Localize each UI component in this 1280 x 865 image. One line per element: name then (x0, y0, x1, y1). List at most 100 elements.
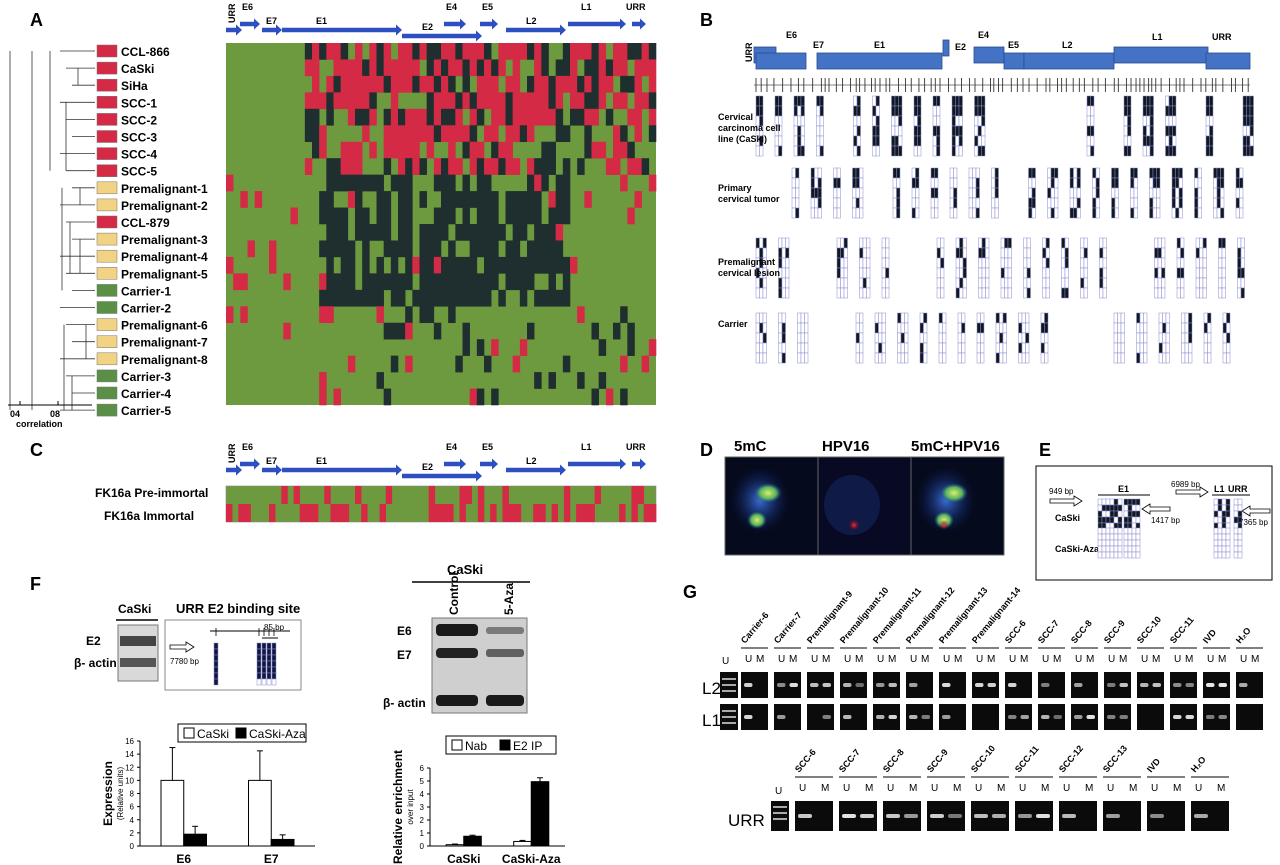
genome-label-l1: L1 (581, 2, 592, 12)
heatmap-cell (433, 240, 442, 258)
b-label-e6: E6 (786, 30, 797, 40)
f-site-cell (213, 654, 219, 662)
heatmap-cell (548, 224, 556, 241)
f-blot1-header: CaSki (118, 602, 151, 616)
heatmap-cell (476, 240, 485, 258)
b-cpg-cell (1213, 187, 1218, 199)
sample-label-scc-4: SCC-4 (121, 148, 157, 162)
b-cpg-cell (913, 95, 918, 107)
g-top-lane-u: U (811, 654, 818, 665)
b-cpg-cell (1025, 352, 1030, 364)
heatmap-cell (376, 207, 384, 225)
genome-label-e4: E4 (446, 442, 457, 452)
b-cpg-cell (1113, 312, 1118, 324)
heatmap-cell (498, 289, 506, 307)
b-cpg-cell (855, 177, 860, 189)
b-cpg-cell (836, 287, 841, 299)
b-cpg-cell (911, 177, 916, 189)
heatmap-cell (577, 43, 585, 60)
heatmap-cell (598, 339, 607, 356)
b-cpg-cell (797, 145, 802, 157)
b-cpg-cell (1218, 287, 1223, 299)
heatmap-cell (484, 43, 492, 60)
heatmap-cell (355, 158, 363, 175)
g-bottom-lane-m: M (1217, 783, 1225, 794)
swatch-carcinoma (96, 130, 118, 143)
sample-label-scc-3: SCC-3 (121, 131, 157, 145)
heatmap-cell (347, 355, 356, 373)
b-cpg-cell (1178, 197, 1183, 209)
heatmap-cell (326, 224, 334, 241)
b-cpg-cell (959, 277, 964, 289)
b-cpg-cell (1073, 207, 1078, 219)
heatmap-cell (512, 158, 521, 175)
b-cpg-cell (938, 312, 943, 324)
heatmap-cell (347, 59, 356, 77)
e-cpg-cell (1101, 539, 1107, 547)
f-site-cell (266, 648, 272, 656)
e-cpg-cell (1135, 545, 1141, 553)
b-cpg-cell (897, 342, 902, 354)
b-cpg-cell (1143, 312, 1148, 324)
b-cpg-cell (932, 135, 937, 147)
g-bottom-sample-h2o: H₂O (1189, 754, 1208, 774)
f-blot2-band-actin: β- actin (383, 696, 426, 710)
heatmap-cell (484, 224, 492, 241)
heatmap-cell (534, 174, 542, 192)
g-top-sample-scc-9: SCC-9 (1102, 618, 1127, 645)
b-cpg-cell (1095, 197, 1100, 209)
b-cpg-cell (755, 105, 760, 117)
panel-d-letter: D (700, 440, 713, 460)
heatmap-cell (433, 108, 442, 126)
e-cpg-cell (1101, 510, 1107, 518)
c-cell-immortal (361, 504, 368, 522)
e-cpg-cell (1109, 504, 1115, 512)
c-cell-pre (293, 486, 301, 504)
heatmap-cell (426, 289, 435, 307)
b-cpg-cell (875, 125, 880, 137)
b-cpg-cell (1194, 197, 1199, 209)
b-cpg-cell (1221, 267, 1226, 279)
b-cpg-cell (853, 145, 858, 157)
b-cpg-cell (1165, 95, 1170, 107)
b-cpg-cell (894, 105, 899, 117)
b-cpg-cell (896, 167, 901, 179)
heatmap-cell (405, 125, 413, 143)
b-cpg-cell (981, 267, 986, 279)
b-cpg-cell (1240, 287, 1245, 299)
e-cpg-cell (1213, 527, 1219, 535)
heatmap-cell (312, 108, 320, 126)
b-cpg-cell (1162, 342, 1167, 354)
heatmap-cell (527, 191, 535, 208)
heatmap-cell (620, 125, 628, 143)
b-cpg-cell (781, 352, 786, 364)
e-cpg-cell (1113, 498, 1119, 506)
e-pos-1417: 1417 bp (1151, 516, 1180, 525)
b-cpg-cell (891, 135, 896, 147)
f-site-cell (261, 660, 267, 668)
heatmap-cell (455, 191, 463, 208)
b-cpg-cell (1080, 267, 1085, 279)
heatmap-cell (419, 256, 427, 274)
e-cpg-cell (1131, 539, 1137, 547)
chart2-tick-label: 0 (420, 842, 425, 851)
heatmap-cell (634, 75, 642, 93)
chart2-bar-nab (445, 844, 465, 847)
b-cpg-cell (1023, 267, 1028, 279)
b-cpg-cell (953, 207, 958, 219)
g-bottom-band-m (860, 814, 874, 818)
b-cpg-cell (1146, 145, 1151, 157)
heatmap-cell (534, 240, 542, 258)
heatmap-cell (605, 59, 614, 77)
b-cpg-cell (1207, 342, 1212, 354)
g-bottom-band-u (886, 814, 900, 818)
b-cpg-cell (976, 322, 981, 334)
b-cpg-cell (859, 207, 864, 219)
heatmap-cell (548, 75, 556, 93)
b-cpg-cell (781, 287, 786, 299)
b-cpg-cell (1209, 135, 1214, 147)
heatmap-cell (333, 388, 341, 406)
b-cpg-cell (1161, 247, 1166, 259)
